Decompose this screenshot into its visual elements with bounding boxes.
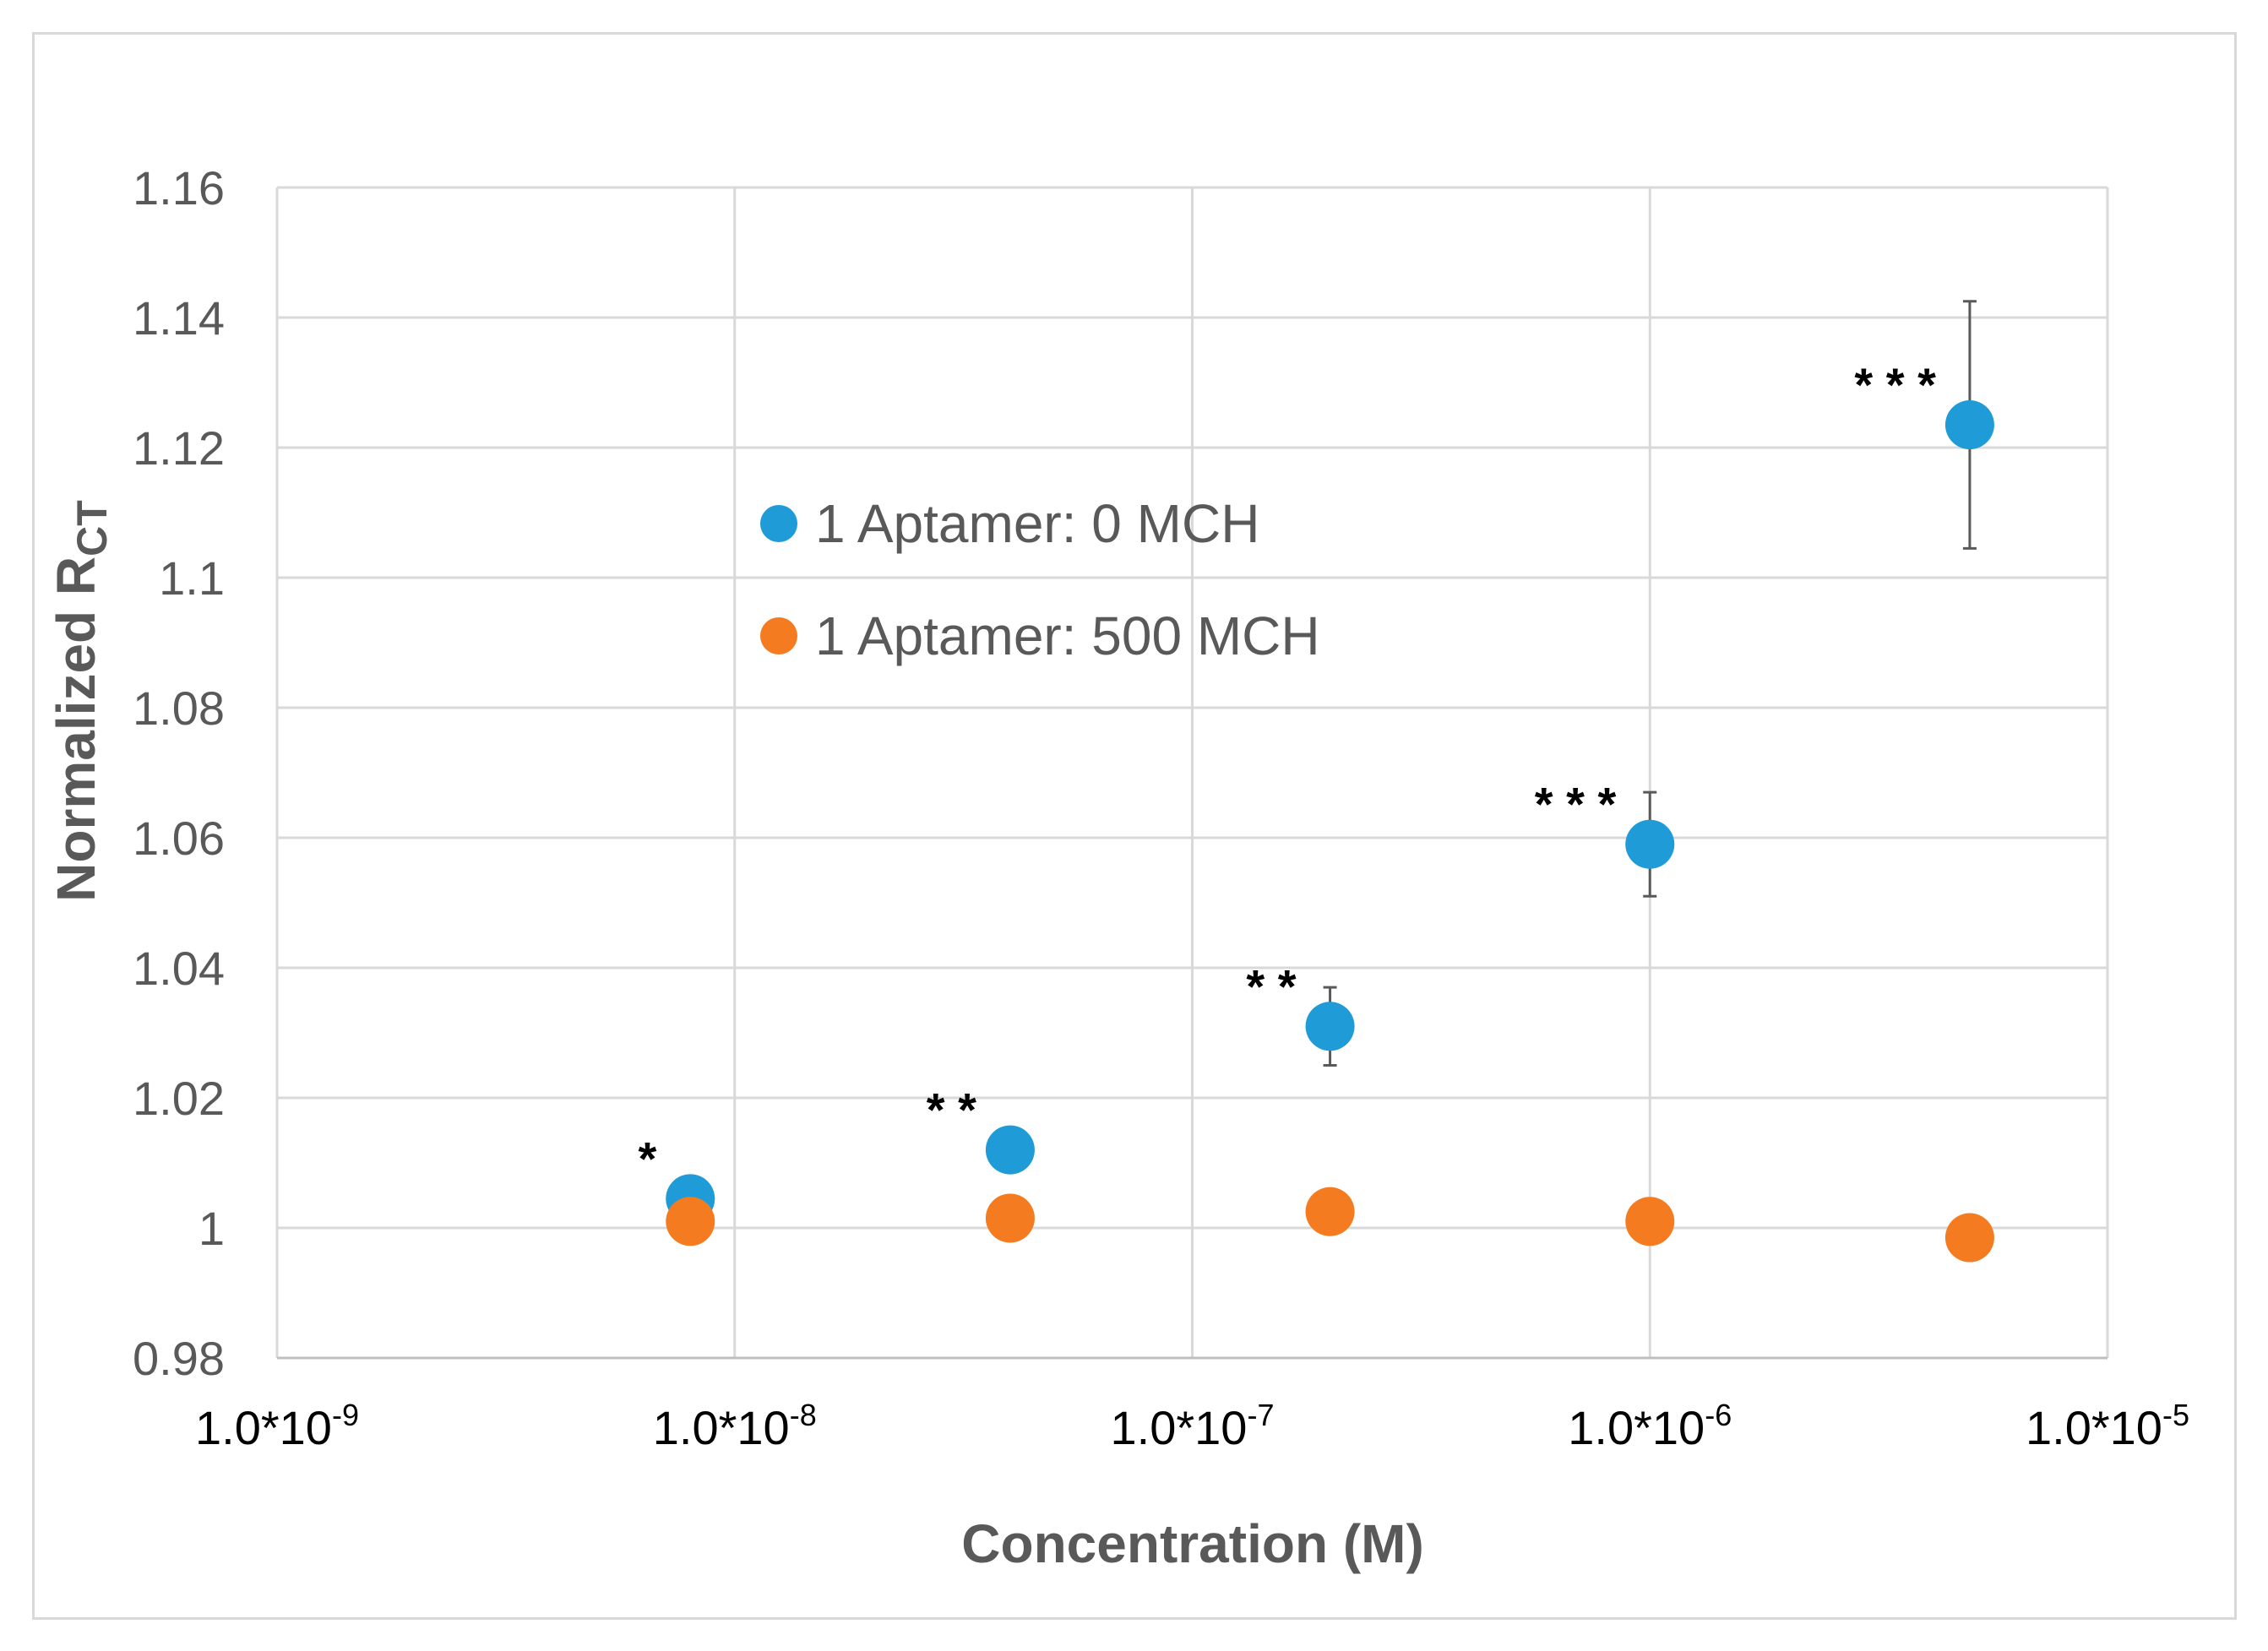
chart-frame [32, 32, 2237, 1620]
grid-layer [275, 186, 2109, 1360]
x-tick-labels: 1.0*10-9 1.0*10-8 1.0*10-7 1.0*10-6 1.0*10-5 [195, 1398, 2189, 1454]
y-axis-title-subscript: CT [68, 500, 116, 557]
y-tick-labels: 0.98 1 1.02 1.04 1.06 1.08 1.1 1.12 1.14 1.16 [133, 161, 225, 1385]
significance-annotation: * * * [1854, 358, 1936, 411]
data-point-series-0 [1625, 819, 1675, 869]
y-tick-label: 1.08 [133, 682, 225, 735]
y-tick-label: 1.16 [133, 161, 225, 215]
legend-label-series-1: 1 Aptamer: 500 MCH [815, 606, 1320, 666]
y-axis-title-main: Normalized R [46, 557, 106, 902]
x-tick-label: 1.0*10-6 [1568, 1398, 1732, 1454]
data-point-series-1 [1944, 1213, 1994, 1263]
data-point-series-1 [1305, 1187, 1355, 1236]
legend: 1 Aptamer: 0 MCH 1 Aptamer: 500 MCH [760, 493, 1320, 666]
y-tick-label: 1.02 [133, 1072, 225, 1125]
significance-annotation: * * [927, 1083, 976, 1137]
y-axis-title: Normalized RCT [46, 500, 116, 902]
data-point-series-0 [985, 1125, 1035, 1175]
y-tick-label: 1.04 [133, 942, 225, 995]
y-tick-label: 1.14 [133, 291, 225, 345]
y-tick-label: 0.98 [133, 1332, 225, 1385]
legend-marker-series-1 [760, 617, 797, 654]
y-tick-label: 1.06 [133, 812, 225, 865]
y-tick-label: 1.12 [133, 421, 225, 475]
data-point-series-0 [1305, 1002, 1355, 1051]
x-tick-label: 1.0*10-8 [653, 1398, 817, 1454]
legend-label-series-0: 1 Aptamer: 0 MCH [815, 493, 1259, 554]
data-point-series-0 [1944, 400, 1994, 450]
data-point-series-1 [1625, 1197, 1675, 1246]
data-point-series-1 [985, 1193, 1035, 1243]
data-point-series-1 [666, 1197, 715, 1246]
significance-annotation: * * [1246, 959, 1296, 1013]
data-points [666, 400, 1994, 1263]
error-bars [683, 300, 1977, 1214]
legend-marker-series-0 [760, 505, 797, 542]
x-tick-label: 1.0*10-7 [1111, 1398, 1275, 1454]
x-axis-title: Concentration (M) [961, 1513, 1424, 1574]
x-tick-label: 1.0*10-9 [195, 1398, 359, 1454]
y-tick-label: 1.1 [159, 551, 225, 605]
significance-annotations: * * * * * * * * * * * [638, 358, 1936, 1185]
y-tick-label: 1 [199, 1202, 225, 1255]
significance-annotation: * [638, 1132, 656, 1185]
x-tick-label: 1.0*10-5 [2026, 1398, 2189, 1454]
significance-annotation: * * * [1535, 778, 1617, 831]
